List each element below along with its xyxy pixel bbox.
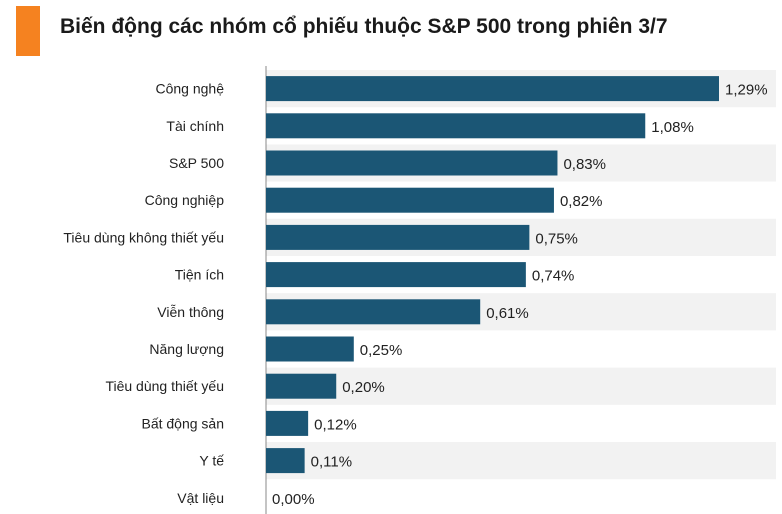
category-label: Công nghệ	[155, 81, 224, 97]
row-band	[266, 442, 776, 480]
value-label: 0,25%	[360, 342, 403, 359]
category-label: Viễn thông	[157, 304, 224, 320]
bar	[266, 262, 526, 288]
bar	[266, 410, 309, 436]
category-label: Năng lượng	[149, 341, 224, 357]
bar	[266, 448, 305, 474]
title-accent-bar	[16, 6, 40, 56]
bar	[266, 187, 554, 213]
value-label: 0,75%	[535, 230, 578, 247]
bar	[266, 373, 337, 399]
category-label: Y tế	[199, 453, 224, 469]
value-label: 0,61%	[486, 305, 529, 322]
bar	[266, 150, 558, 176]
value-label: 0,11%	[311, 454, 352, 471]
category-label: Tiêu dùng thiết yếu	[105, 378, 224, 394]
bar	[266, 76, 719, 102]
value-label: 0,20%	[342, 379, 385, 396]
value-label: 1,08%	[651, 119, 694, 136]
value-label: 0,74%	[532, 268, 575, 285]
category-label: Tài chính	[166, 118, 224, 134]
bar	[266, 113, 646, 139]
category-label: Tiện ích	[175, 267, 224, 283]
category-label: Bất động sản	[141, 415, 224, 431]
value-label: 0,83%	[563, 156, 606, 173]
value-label: 0,00%	[272, 491, 315, 508]
value-label: 1,29%	[725, 82, 768, 99]
category-label: Tiêu dùng không thiết yếu	[63, 229, 224, 245]
bar	[266, 336, 354, 362]
category-label: Vật liệu	[177, 490, 224, 506]
category-label: Công nghiệp	[145, 192, 225, 208]
value-label: 0,82%	[560, 193, 603, 210]
value-label: 0,12%	[314, 416, 357, 433]
row-band	[266, 367, 776, 405]
chart-title: Biến động các nhóm cổ phiếu thuộc S&P 50…	[60, 15, 668, 38]
category-label: S&P 500	[169, 155, 224, 171]
bar	[266, 224, 530, 250]
bar	[266, 299, 481, 325]
